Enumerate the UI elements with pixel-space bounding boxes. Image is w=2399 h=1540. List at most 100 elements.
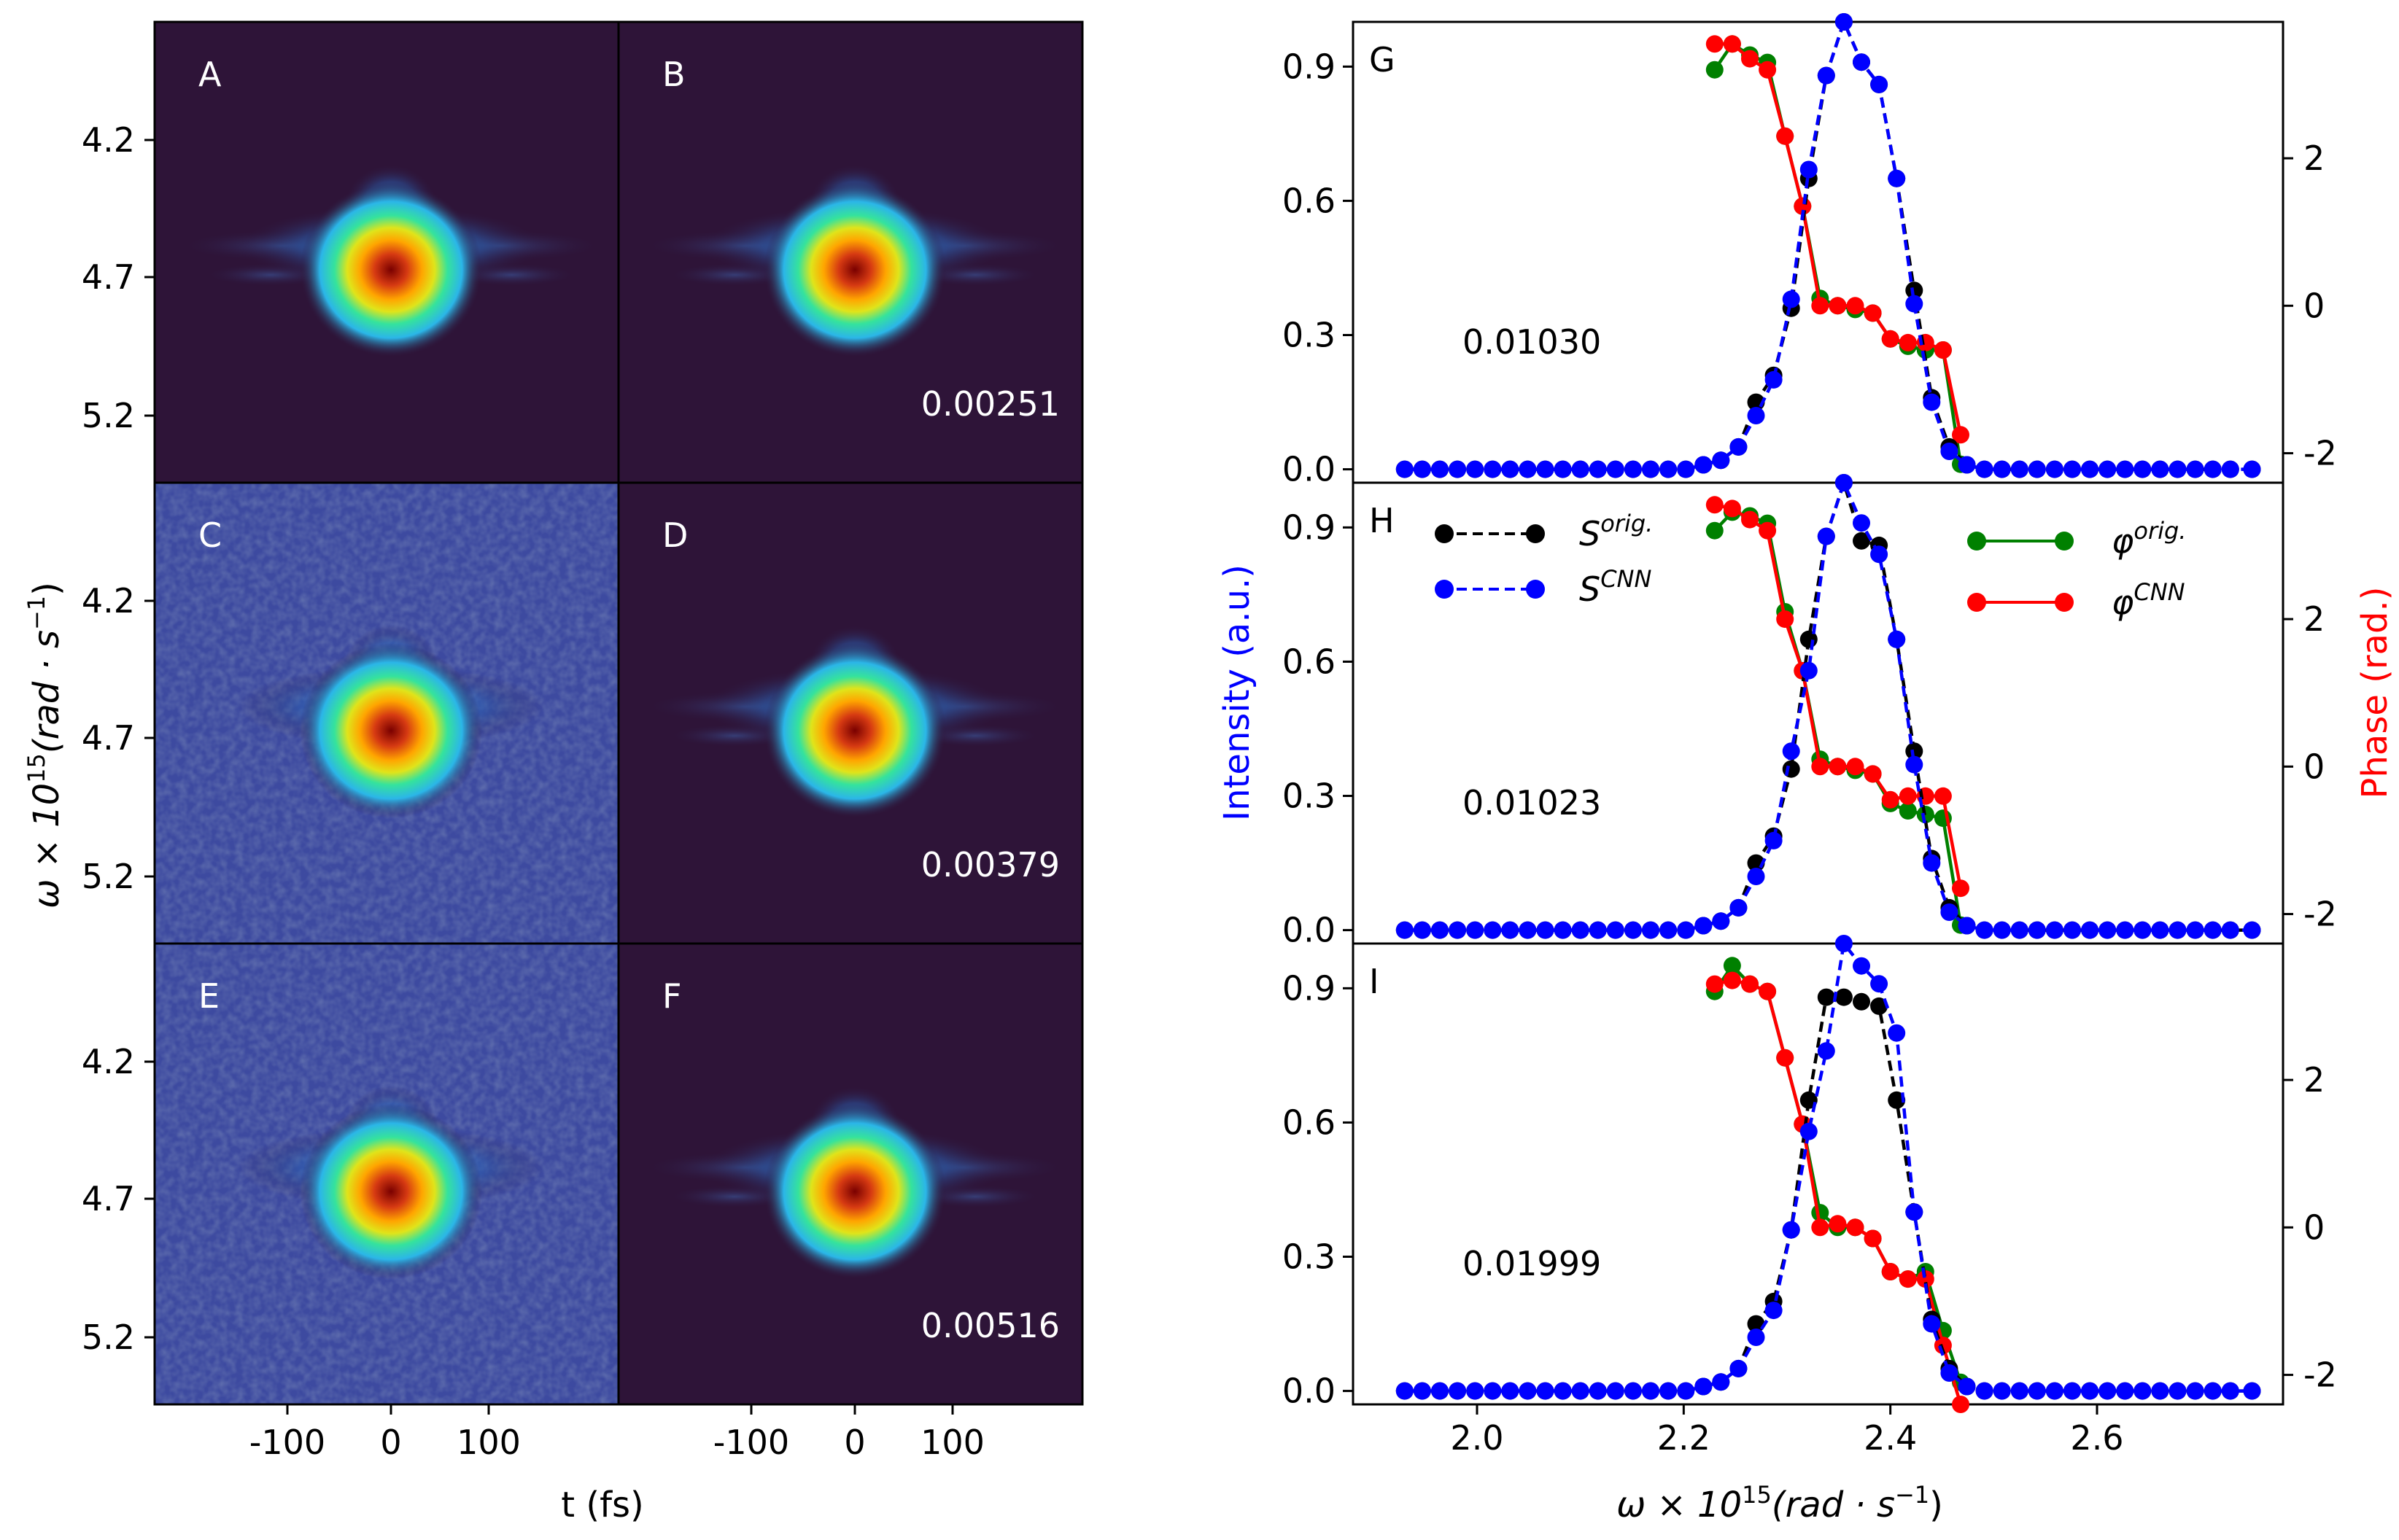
intensity-cnn-series bbox=[1395, 474, 2261, 939]
intensity-cnn-series-point bbox=[1817, 1042, 1835, 1060]
phase-cnn-series-point bbox=[1881, 1263, 1899, 1280]
phase-cnn-series-point bbox=[1759, 521, 1777, 540]
intensity-cnn-series-point bbox=[2081, 460, 2099, 478]
intensity-cnn-series-point bbox=[1799, 1122, 1818, 1140]
intensity-cnn-series-point bbox=[1536, 460, 1554, 478]
intensity-cnn-series-point bbox=[1519, 460, 1537, 478]
intensity-cnn-series-point bbox=[1853, 53, 1870, 71]
panel-label: E bbox=[198, 976, 220, 1016]
x-tick-label: 0 bbox=[380, 1423, 401, 1462]
intensity-cnn-series-point bbox=[2204, 921, 2222, 939]
intensity-cnn-series-point bbox=[1642, 1382, 1659, 1400]
intensity-cnn-series-point bbox=[2243, 921, 2261, 939]
y-left-tick-label: 0.0 bbox=[1282, 1372, 1336, 1411]
intensity-cnn-series-point bbox=[1589, 1382, 1607, 1400]
x-tick-label: -100 bbox=[249, 1423, 325, 1462]
y-tick-label: 4.7 bbox=[82, 257, 135, 297]
legend-s-cnn-marker bbox=[1435, 580, 1454, 599]
intensity-cnn-series-point bbox=[2028, 1382, 2046, 1400]
y-left-tick-label: 0.3 bbox=[1282, 316, 1336, 355]
line-charts: 0.0 0.3 0.6 0.9 -2 0 2 G 0.01030 0.0 0.3 0.6 0.9 -2 0 2… bbox=[1282, 13, 2337, 1458]
intensity-cnn-series-point bbox=[2028, 921, 2046, 939]
y-left-tick-label: 0.9 bbox=[1282, 508, 1336, 547]
intensity-cnn-series-point bbox=[1764, 370, 1783, 389]
intensity-cnn-series-point bbox=[1659, 460, 1678, 478]
phase-cnn-series-point bbox=[1705, 975, 1724, 993]
y-left-tick-label: 0.9 bbox=[1282, 968, 1336, 1008]
intensity-cnn-series-point bbox=[1624, 460, 1642, 478]
intensity-cnn-series-point bbox=[1834, 13, 1853, 31]
x-tick-label: 100 bbox=[921, 1423, 985, 1462]
panel-border bbox=[617, 942, 1084, 1406]
y-right-tick-label: -2 bbox=[2303, 895, 2337, 934]
intensity-cnn-series-point bbox=[1449, 921, 1467, 939]
phase-cnn-series-point bbox=[1741, 975, 1759, 993]
legend-p-orig-marker bbox=[1967, 532, 1986, 551]
y-tick-label: 4.2 bbox=[82, 120, 135, 160]
spectrogram-trace bbox=[238, 625, 544, 818]
y-right-tick-label: 2 bbox=[2303, 139, 2325, 178]
intensity-cnn-series-point bbox=[2116, 460, 2134, 478]
trace-core bbox=[764, 182, 946, 357]
intensity-cnn-series-point bbox=[1536, 1382, 1554, 1400]
intensity-cnn-series-point bbox=[1993, 460, 2011, 478]
y-tick-label: 4.2 bbox=[82, 581, 135, 621]
x-tick-label: 2.4 bbox=[1864, 1418, 1917, 1458]
intensity-cnn-series-point bbox=[1888, 169, 1906, 187]
legend-p-cnn-text: φCNN bbox=[2112, 578, 2185, 622]
panel-value: 0.00379 bbox=[921, 845, 1060, 884]
intensity-cnn-series-point bbox=[2098, 921, 2117, 939]
intensity-cnn-series-point bbox=[1747, 1329, 1765, 1346]
intensity-cnn-series-point bbox=[1782, 742, 1800, 761]
phase-cnn-series-point bbox=[1776, 1049, 1794, 1067]
phase-cnn-series-point bbox=[1846, 1218, 1864, 1237]
intensity-cnn-series-point bbox=[1413, 1382, 1431, 1400]
intensity-cnn-series-point bbox=[1923, 854, 1941, 872]
intensity-orig-series-point bbox=[1905, 281, 1923, 300]
intensity-cnn-series-point bbox=[1466, 921, 1484, 939]
intensity-cnn-series-point bbox=[1501, 1382, 1519, 1400]
panel-value: 0.01030 bbox=[1462, 322, 1601, 362]
x-tick-label: 0 bbox=[844, 1423, 865, 1462]
phase-cnn-series-point bbox=[1705, 496, 1724, 514]
legend-p-cnn-marker bbox=[1967, 593, 1986, 612]
y-right-tick-label: 0 bbox=[2303, 747, 2325, 786]
intensity-cnn-series-point bbox=[2169, 1382, 2187, 1400]
intensity-cnn-series-point bbox=[1501, 921, 1519, 939]
phase-cnn-series-point bbox=[1952, 879, 1969, 898]
intensity-cnn-series-point bbox=[1747, 407, 1765, 424]
legend-p-cnn-marker bbox=[2055, 593, 2074, 612]
left-y-axis-label: ω × 1015(rad · s−1) bbox=[23, 582, 67, 909]
y-right-tick-label: 2 bbox=[2303, 1060, 2325, 1100]
phase-cnn-series-point bbox=[1759, 61, 1777, 79]
panel-label: G bbox=[1369, 40, 1395, 79]
intensity-cnn-series-point bbox=[1642, 460, 1659, 478]
phase-orig-series-point bbox=[1723, 957, 1741, 975]
phase-cnn-series-point bbox=[1934, 787, 1952, 805]
intensity-cnn-series-point bbox=[1729, 898, 1748, 917]
intensity-cnn-series-point bbox=[2186, 460, 2204, 478]
panel-label: B bbox=[662, 55, 686, 94]
phase-cnn-series-point bbox=[1846, 758, 1864, 776]
phase-cnn-series-point bbox=[1811, 297, 1829, 315]
intensity-cnn-series-point bbox=[1712, 912, 1730, 930]
intensity-cnn-series-point bbox=[2045, 1382, 2063, 1400]
panel-label: H bbox=[1369, 501, 1395, 540]
intensity-cnn-series-point bbox=[1870, 545, 1888, 564]
phase-cnn-series-point bbox=[1899, 1270, 1917, 1288]
intensity-cnn-series-point bbox=[1940, 903, 1958, 921]
intensity-cnn-series-point bbox=[1484, 921, 1502, 939]
y-left-tick-label: 0.6 bbox=[1282, 1102, 1336, 1142]
phase-cnn-series-point bbox=[1881, 790, 1899, 809]
legend-p-orig-marker bbox=[2055, 532, 2074, 551]
y-left-tick-label: 0.9 bbox=[1282, 47, 1336, 86]
intensity-cnn-series-point bbox=[1466, 460, 1484, 478]
y-tick-label: 4.2 bbox=[82, 1042, 135, 1081]
intensity-cnn-series-point bbox=[1677, 1382, 1695, 1400]
intensity-cnn-series-point bbox=[1764, 831, 1783, 849]
intensity-cnn-series-point bbox=[1624, 921, 1642, 939]
trace-core bbox=[300, 182, 482, 357]
intensity-cnn-series-point bbox=[1431, 460, 1449, 478]
right-y-right-label: Phase (rad.) bbox=[2355, 587, 2395, 799]
phase-cnn-series-point bbox=[1899, 787, 1917, 805]
